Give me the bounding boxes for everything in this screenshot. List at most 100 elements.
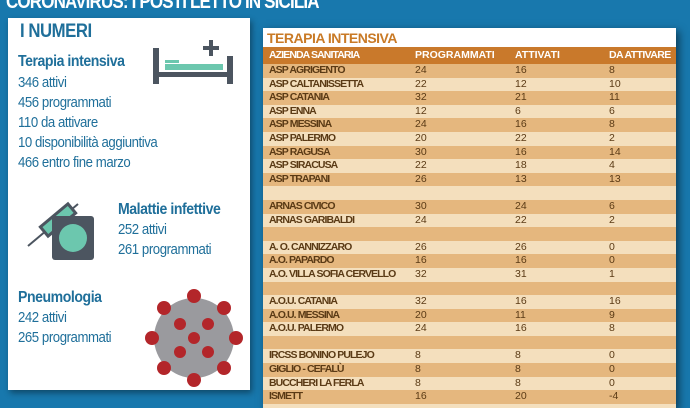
table-cell: 8: [609, 322, 615, 335]
table-title: TERAPIA INTENSIVA: [263, 28, 676, 47]
table-cell: A.O.U. PALERMO: [269, 322, 344, 335]
table-cell: 32: [415, 267, 427, 280]
table-cell: 30: [415, 199, 427, 212]
table-cell: [415, 186, 515, 200]
syringe-container-icon: [27, 201, 94, 260]
table-cell: A.O. VILLA SOFIA CERVELLO: [269, 267, 396, 280]
table-cell: 22: [515, 213, 527, 226]
table-cell: 24: [415, 213, 427, 226]
table-cell: 32: [415, 91, 427, 104]
ti-line: 456 programmati: [18, 94, 112, 111]
table-cell: ASP TRAPANI: [269, 172, 330, 185]
table-row: A.O.U. MESSINA 20 11 9: [263, 308, 676, 323]
table-cell: 11: [609, 91, 620, 104]
table-cell: 24: [415, 118, 427, 131]
table-cell: [515, 336, 609, 350]
ti-line: 346 attivi: [18, 74, 67, 91]
table-cell: 0: [609, 349, 615, 362]
mi-line: 252 attivi: [118, 221, 167, 238]
table-cell: IRCSS BONINO PULEJO: [269, 349, 375, 362]
pn-line: 265 programmati: [18, 329, 112, 346]
table-cell: 32: [415, 295, 427, 308]
table-cell: [515, 282, 609, 296]
table-cell: 6: [609, 199, 615, 212]
table-header: AZIENDA SANITARIA PROGRAMMATI ATTIVATI D…: [263, 47, 676, 64]
table-cell: [263, 186, 415, 200]
table-row: GIGLIO - CEFALÙ 8 8 0: [263, 363, 676, 377]
table-cell: 12: [415, 104, 427, 117]
table-cell: 16: [515, 64, 527, 76]
table-cell: [263, 336, 415, 350]
table-row: ASP CALTANISSETTA 22 12 10: [263, 77, 676, 92]
table-cell: 20: [515, 390, 527, 403]
table-cell: 2: [609, 131, 615, 144]
table-row: ASP TRAPANI 26 13 13: [263, 172, 676, 187]
mi-title: Malattie infettive: [118, 201, 221, 218]
icu-table: TERAPIA INTENSIVA AZIENDA SANITARIA PROG…: [263, 28, 676, 408]
table-cell: BUCCHERI LA FERLA: [269, 376, 364, 389]
table-cell: 12: [515, 77, 527, 90]
table-row: A.O.U. CATANIA 32 16 16: [263, 295, 676, 309]
table-cell: [415, 336, 515, 350]
ti-line: 466 entro fine marzo: [18, 154, 131, 171]
table-cell: 8: [415, 363, 421, 376]
table-cell: A.O. PAPARDO: [269, 254, 335, 267]
table-cell: 16: [515, 118, 527, 131]
table-cell: 8: [415, 376, 421, 389]
table-cell: 0: [609, 363, 615, 376]
table-cell: [515, 186, 609, 200]
table-cell: [609, 282, 676, 296]
header-cell: DA ATTIVARE: [609, 49, 671, 61]
pn-line: 242 attivi: [18, 309, 67, 326]
table-cell: [415, 227, 515, 241]
table-row: BUCCHERI LA FERLA 8 8 0: [263, 376, 676, 391]
table-body: ASP AGRIGENTO 24 16 8 ASP CALTANISSETTA 22 12 1…: [263, 64, 676, 404]
table-cell: 16: [515, 254, 527, 267]
table-cell: ASP AGRIGENTO: [269, 64, 346, 76]
table-cell: 22: [415, 159, 427, 172]
table-cell: 21: [515, 91, 527, 104]
table-cell: 8: [515, 363, 521, 376]
table-cell: 26: [515, 240, 527, 253]
table-cell: 8: [415, 349, 421, 362]
table-row: IRCSS BONINO PULEJO 8 8 0: [263, 349, 676, 364]
table-cell: 0: [609, 376, 615, 389]
table-cell: ASP RAGUSA: [269, 145, 331, 158]
table-cell: [263, 282, 415, 296]
table-cell: 8: [609, 118, 615, 131]
table-cell: 13: [609, 172, 621, 185]
table-cell: 13: [515, 172, 527, 185]
table-cell: 24: [415, 64, 427, 76]
summary-heading: I NUMERI: [20, 21, 92, 42]
table-cell: A. O. CANNIZZARO: [269, 240, 352, 253]
table-cell: [515, 227, 609, 241]
table-cell: 9: [609, 308, 615, 321]
header-cell: AZIENDA SANITARIA: [269, 49, 360, 61]
table-cell: 31: [515, 267, 527, 280]
table-cell: ASP CATANIA: [269, 91, 330, 104]
table-row: ISMETT 16 20 -4: [263, 390, 676, 404]
table-cell: 6: [515, 104, 521, 117]
table-row: A.O.U. PALERMO 24 16 8: [263, 322, 676, 336]
ti-title: Terapia intensiva: [18, 53, 125, 70]
table-row: A.O. PAPARDO 16 16 0: [263, 254, 676, 268]
table-cell: 16: [515, 295, 527, 308]
table-cell: [263, 227, 415, 241]
table-cell: 8: [515, 349, 521, 362]
table-cell: 14: [609, 145, 621, 158]
table-row: ASP RAGUSA 30 16 14: [263, 145, 676, 160]
table-row: A. O. CANNIZZARO 26 26 0: [263, 240, 676, 255]
table-cell: ASP PALERMO: [269, 131, 336, 144]
table-cell: 26: [415, 240, 427, 253]
table-cell: 16: [515, 322, 527, 335]
table-cell: 16: [415, 254, 427, 267]
coronavirus-icon: [145, 289, 243, 387]
table-cell: -4: [609, 390, 619, 403]
table-cell: 4: [609, 159, 615, 172]
table-cell: ASP ENNA: [269, 104, 317, 117]
table-row: ARNAS CIVICO 30 24 6: [263, 199, 676, 214]
table-row: [263, 335, 676, 350]
table-cell: ISMETT: [269, 390, 303, 403]
table-row: ASP SIRACUSA 22 18 4: [263, 159, 676, 173]
table-cell: A.O.U. CATANIA: [269, 295, 338, 308]
